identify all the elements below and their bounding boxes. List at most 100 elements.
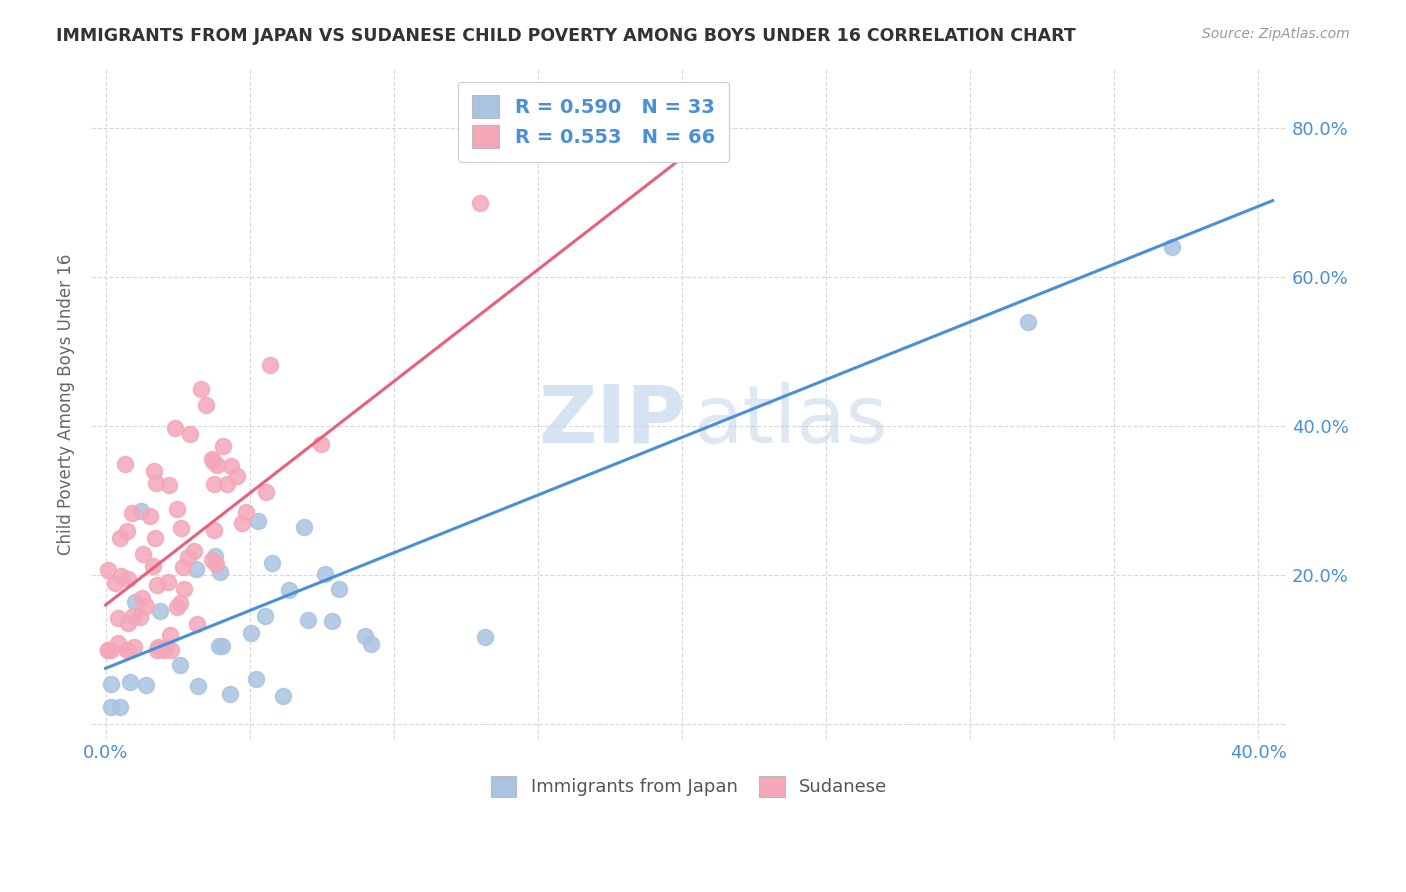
Point (297, 613, 319, 627)
Point (169, 657, 191, 672)
Point (173, 582, 195, 597)
Point (208, 639, 231, 653)
Point (360, 637, 382, 651)
Point (129, 504, 152, 518)
Point (217, 476, 239, 491)
Point (179, 427, 201, 442)
Point (110, 569, 132, 583)
Point (131, 591, 153, 606)
Point (97, 642, 120, 657)
Legend: Immigrants from Japan, Sudanese: Immigrants from Japan, Sudanese (484, 769, 894, 804)
Point (159, 628, 181, 642)
Point (262, 556, 284, 570)
Point (143, 531, 166, 545)
Point (146, 642, 169, 657)
Point (202, 524, 225, 538)
Point (204, 557, 226, 571)
Point (201, 452, 224, 467)
Point (142, 559, 165, 574)
Point (97, 563, 120, 577)
Point (208, 566, 231, 580)
Point (121, 506, 143, 520)
Point (231, 516, 253, 530)
Point (240, 626, 263, 640)
Point (1017, 315, 1039, 329)
Text: Source: ZipAtlas.com: Source: ZipAtlas.com (1202, 27, 1350, 41)
Point (205, 458, 228, 472)
Point (107, 611, 129, 625)
Point (187, 679, 209, 693)
Point (149, 604, 172, 618)
Point (165, 420, 187, 434)
Point (353, 629, 375, 643)
Point (470, 195, 492, 210)
Point (107, 636, 129, 650)
Point (292, 520, 315, 534)
Point (124, 595, 146, 609)
Point (190, 382, 212, 396)
Point (172, 559, 194, 574)
Point (108, 532, 131, 546)
Text: atlas: atlas (693, 382, 887, 459)
Point (100, 642, 122, 657)
Point (139, 509, 162, 524)
Point (157, 574, 180, 589)
Point (245, 672, 267, 686)
Point (143, 464, 166, 478)
Point (194, 398, 217, 412)
Point (166, 599, 188, 614)
Point (135, 678, 157, 692)
Point (117, 616, 139, 631)
Point (235, 505, 257, 519)
Point (117, 572, 139, 586)
Point (115, 642, 138, 657)
Point (176, 550, 198, 565)
Point (118, 674, 141, 689)
Point (128, 610, 150, 624)
Point (148, 640, 170, 654)
Point (170, 521, 193, 535)
Point (134, 599, 156, 613)
Point (202, 453, 225, 467)
Point (145, 476, 167, 491)
Point (100, 677, 122, 691)
Point (204, 549, 226, 563)
Point (159, 478, 181, 492)
Point (146, 578, 169, 592)
Point (259, 358, 281, 372)
Point (153, 642, 176, 657)
Point (211, 639, 233, 653)
Point (114, 457, 136, 471)
Point (117, 642, 139, 657)
Y-axis label: Child Poverty Among Boys Under 16: Child Poverty Among Boys Under 16 (58, 253, 75, 555)
Point (124, 640, 146, 655)
Point (271, 689, 294, 703)
Point (474, 630, 496, 644)
Point (186, 617, 208, 632)
Point (200, 553, 222, 567)
Point (212, 439, 235, 453)
Point (328, 582, 350, 597)
Point (132, 547, 155, 561)
Point (254, 485, 277, 500)
Point (1160, 240, 1182, 254)
Point (218, 687, 240, 701)
Point (166, 501, 188, 516)
Point (314, 567, 336, 582)
Point (221, 458, 243, 473)
Point (184, 562, 207, 576)
Text: IMMIGRANTS FROM JAPAN VS SUDANESE CHILD POVERTY AMONG BOYS UNDER 16 CORRELATION : IMMIGRANTS FROM JAPAN VS SUDANESE CHILD … (56, 27, 1076, 45)
Point (110, 700, 132, 714)
Point (321, 615, 343, 629)
Point (309, 436, 332, 450)
Point (202, 476, 225, 491)
Point (253, 609, 276, 624)
Point (226, 468, 249, 483)
Point (100, 699, 122, 714)
Point (153, 640, 176, 655)
Point (97, 642, 120, 657)
Point (169, 597, 191, 611)
Point (103, 576, 125, 591)
Point (277, 582, 299, 597)
Point (183, 544, 205, 558)
